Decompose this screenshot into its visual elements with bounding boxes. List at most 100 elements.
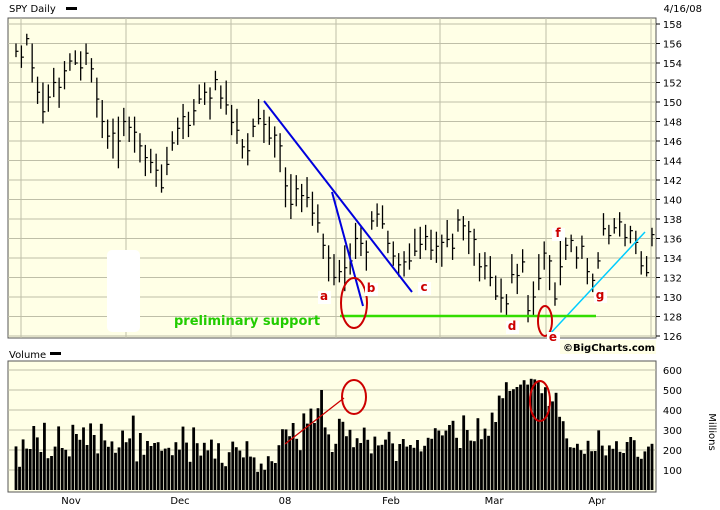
volume-bar — [231, 441, 235, 490]
volume-bar — [224, 466, 228, 490]
volume-bar — [547, 406, 551, 490]
volume-bar — [487, 435, 490, 490]
volume-bar — [607, 445, 611, 490]
volume-bar — [586, 440, 590, 490]
volume-bar — [135, 461, 139, 490]
price-y-tick-label: 142 — [663, 176, 682, 187]
volume-bar — [270, 461, 274, 490]
volume-bar — [142, 454, 146, 490]
annotation-letter-bg — [318, 291, 331, 304]
x-tick-label: Dec — [170, 496, 189, 507]
volume-bar — [99, 423, 103, 490]
volume-bar — [561, 421, 565, 490]
volume-bar — [448, 425, 451, 490]
volume-bar — [234, 447, 238, 490]
volume-y-tick-label: 300 — [663, 426, 682, 437]
price-title: SPY Daily — [9, 4, 56, 15]
price-y-tick-label: 130 — [663, 293, 682, 304]
volume-bar — [160, 450, 164, 490]
x-tick-label: Feb — [382, 496, 400, 507]
volume-bar — [238, 450, 242, 490]
volume-bar — [494, 422, 498, 490]
volume-bar — [295, 438, 299, 490]
volume-bar — [369, 453, 373, 490]
annotation-letter: a — [320, 289, 328, 303]
volume-bar — [480, 439, 483, 490]
volume-bar — [437, 430, 441, 490]
volume-bar — [167, 447, 171, 490]
volume-bar — [320, 390, 323, 490]
volume-bar — [639, 458, 643, 490]
price-y-tick-label: 156 — [663, 40, 682, 51]
volume-y-tick-label: 500 — [663, 386, 682, 397]
volume-bar — [106, 446, 110, 490]
price-y-tick-label: 140 — [663, 196, 682, 207]
volume-bar — [533, 379, 537, 490]
volume-bar — [636, 456, 640, 490]
x-tick-label: Nov — [61, 496, 81, 507]
price-y-tick-label: 132 — [663, 274, 682, 285]
price-panel: SPY Daily 4/16/08 126 128 130 132 134 136 138 140… — [7, 4, 702, 343]
volume-bar — [430, 438, 434, 490]
highlight-ellipse-e — [537, 305, 553, 337]
annotation-letter: f — [555, 226, 561, 240]
volume-bar — [117, 447, 121, 490]
volume-y-tick-label: 200 — [663, 446, 682, 457]
volume-bar — [625, 442, 629, 490]
volume-ellipse-2 — [529, 380, 551, 422]
volume-bar — [213, 458, 217, 490]
volume-bar — [156, 442, 160, 490]
uptrend-line — [547, 231, 646, 337]
volume-bar — [593, 451, 597, 490]
volume-bar — [32, 426, 36, 490]
volume-bar — [241, 457, 245, 490]
volume-bar — [377, 445, 380, 490]
volume-bar — [82, 427, 85, 490]
volume-bar — [433, 428, 437, 490]
volume-bar — [490, 412, 494, 490]
volume-bar — [643, 451, 647, 490]
volume-bar — [615, 441, 618, 490]
volume-bar — [170, 455, 174, 490]
annotation-letter: c — [420, 280, 427, 294]
volume-bar — [78, 439, 82, 490]
volume-bar — [277, 445, 281, 490]
volume-bar — [57, 426, 61, 490]
volume-bar — [185, 442, 188, 490]
volume-bar — [412, 447, 416, 490]
price-y-tick-label: 150 — [663, 98, 682, 109]
volume-bar — [252, 457, 256, 490]
volume-y-tick-label: 100 — [663, 466, 682, 477]
volume-bar — [512, 389, 515, 490]
volume-bar — [337, 418, 341, 490]
volume-bar — [92, 435, 96, 490]
volume-bar — [114, 452, 117, 490]
volume-bar — [504, 382, 508, 490]
volume-y-tick-label: 600 — [663, 366, 682, 377]
volume-bar — [298, 450, 302, 490]
volume-bar — [451, 420, 455, 490]
volume-bar — [53, 446, 57, 490]
volume-bar — [263, 469, 267, 490]
volume-bar — [618, 451, 622, 490]
price-y-tick-label: 128 — [663, 313, 682, 324]
price-y-tick-label: 148 — [663, 118, 682, 129]
volume-bar — [345, 436, 348, 490]
volume-bar — [202, 442, 206, 490]
volume-bar — [366, 439, 370, 490]
volume-bar — [35, 437, 39, 490]
volume-bar — [398, 444, 402, 490]
volume-bar — [522, 380, 526, 490]
volume-bar — [67, 456, 71, 490]
volume-bar — [650, 443, 654, 490]
volume-bar — [579, 450, 583, 490]
volume-bar — [476, 418, 480, 490]
volume-bar — [309, 408, 313, 490]
volume-bar — [174, 442, 178, 490]
volume-bar — [536, 381, 540, 490]
volume-bar — [519, 384, 522, 490]
volume-bar — [352, 447, 355, 490]
volume-bar — [526, 384, 530, 490]
volume-bar — [178, 449, 181, 490]
